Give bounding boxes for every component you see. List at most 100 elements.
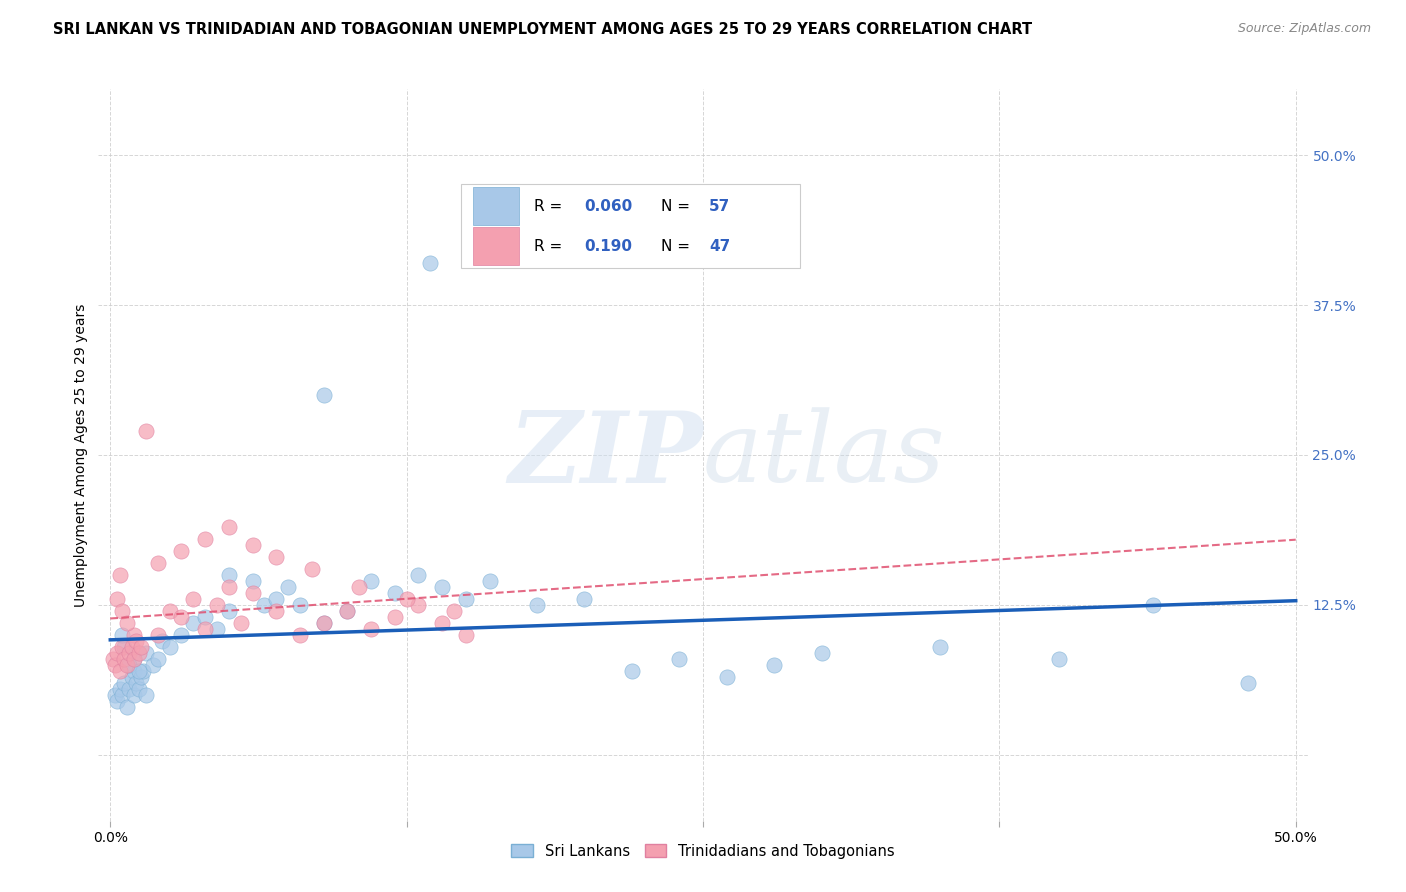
Point xyxy=(122,652,145,666)
Point xyxy=(312,615,335,630)
Point xyxy=(929,640,952,654)
Point xyxy=(111,604,134,618)
Point xyxy=(115,615,138,630)
Point xyxy=(122,628,145,642)
Point xyxy=(347,580,370,594)
Text: N =: N = xyxy=(661,239,695,254)
Point xyxy=(1237,675,1260,690)
Point xyxy=(129,640,152,654)
Legend: Sri Lankans, Trinidadians and Tobagonians: Sri Lankans, Trinidadians and Tobagonian… xyxy=(506,838,900,864)
Point xyxy=(121,670,143,684)
Point xyxy=(668,652,690,666)
Point xyxy=(125,633,148,648)
Point xyxy=(336,604,359,618)
Point xyxy=(181,615,204,630)
Point xyxy=(454,628,477,642)
Point xyxy=(108,664,131,678)
Text: Source: ZipAtlas.com: Source: ZipAtlas.com xyxy=(1237,22,1371,36)
Point xyxy=(395,591,418,606)
Point xyxy=(526,598,548,612)
Point xyxy=(122,664,145,678)
Point xyxy=(111,640,134,654)
Point xyxy=(264,549,287,564)
Point xyxy=(478,574,501,588)
Point xyxy=(242,574,264,588)
Point xyxy=(810,646,832,660)
Point xyxy=(454,591,477,606)
Point xyxy=(432,580,454,594)
Point xyxy=(301,562,323,576)
Point xyxy=(128,681,150,696)
Point xyxy=(242,538,264,552)
Point xyxy=(218,567,240,582)
Point xyxy=(121,640,143,654)
Point xyxy=(114,652,136,666)
Point xyxy=(360,574,382,588)
Point xyxy=(114,640,136,654)
Point xyxy=(128,646,150,660)
Point xyxy=(384,586,406,600)
Text: N =: N = xyxy=(661,199,695,214)
Point xyxy=(408,598,430,612)
Text: 47: 47 xyxy=(709,239,730,254)
Point xyxy=(146,628,169,642)
Point xyxy=(360,622,382,636)
Point xyxy=(763,657,786,672)
Point xyxy=(312,388,335,402)
Text: R =: R = xyxy=(534,199,567,214)
Point xyxy=(105,591,128,606)
Point xyxy=(242,586,264,600)
Text: 0.190: 0.190 xyxy=(585,239,633,254)
Point xyxy=(111,688,134,702)
Point xyxy=(194,532,217,546)
Text: R =: R = xyxy=(534,239,567,254)
Point xyxy=(118,681,141,696)
Point xyxy=(152,633,174,648)
Point xyxy=(135,646,157,660)
Text: SRI LANKAN VS TRINIDADIAN AND TOBAGONIAN UNEMPLOYMENT AMONG AGES 25 TO 29 YEARS : SRI LANKAN VS TRINIDADIAN AND TOBAGONIAN… xyxy=(53,22,1032,37)
Point xyxy=(135,424,157,438)
Point xyxy=(159,604,181,618)
Point xyxy=(132,664,155,678)
Y-axis label: Unemployment Among Ages 25 to 29 years: Unemployment Among Ages 25 to 29 years xyxy=(75,303,89,607)
Point xyxy=(218,580,240,594)
Text: 0.060: 0.060 xyxy=(585,199,633,214)
Point xyxy=(104,688,127,702)
Point xyxy=(432,615,454,630)
Text: ZIP: ZIP xyxy=(508,407,703,503)
Point xyxy=(336,604,359,618)
Point xyxy=(108,567,131,582)
Point xyxy=(1047,652,1070,666)
Point xyxy=(384,609,406,624)
Point xyxy=(170,544,193,558)
FancyBboxPatch shape xyxy=(474,187,519,226)
Point xyxy=(574,591,596,606)
Point xyxy=(129,670,152,684)
FancyBboxPatch shape xyxy=(461,185,800,268)
Point xyxy=(118,657,141,672)
Point xyxy=(105,646,128,660)
Point xyxy=(205,598,228,612)
Point xyxy=(122,652,145,666)
Point xyxy=(277,580,299,594)
Point xyxy=(181,591,204,606)
Point xyxy=(264,604,287,618)
Point xyxy=(118,646,141,660)
Point xyxy=(194,622,217,636)
Point xyxy=(114,675,136,690)
Point xyxy=(253,598,276,612)
Point xyxy=(205,622,228,636)
Point xyxy=(105,694,128,708)
Point xyxy=(122,688,145,702)
Point xyxy=(101,652,124,666)
Point xyxy=(408,567,430,582)
Point xyxy=(142,657,165,672)
Point xyxy=(1142,598,1164,612)
Point xyxy=(288,628,311,642)
Point xyxy=(170,609,193,624)
Point xyxy=(288,598,311,612)
Point xyxy=(108,681,131,696)
Point xyxy=(146,556,169,570)
Point xyxy=(716,670,738,684)
Point xyxy=(170,628,193,642)
